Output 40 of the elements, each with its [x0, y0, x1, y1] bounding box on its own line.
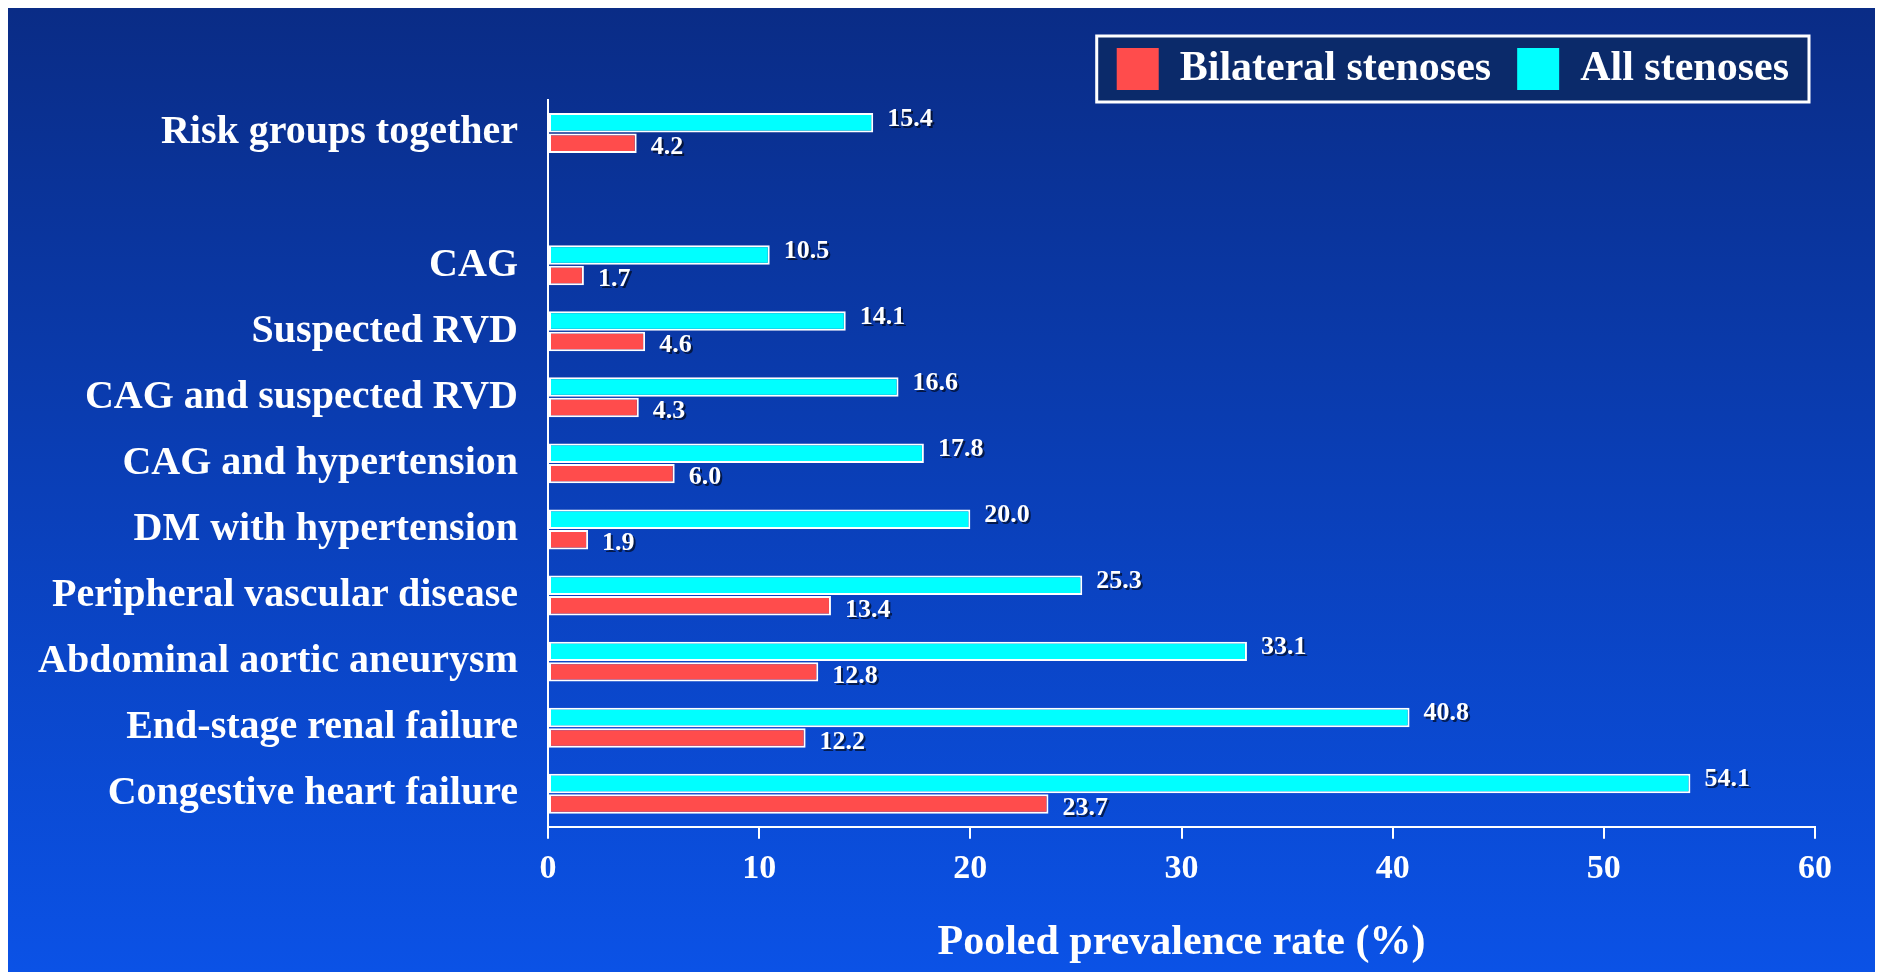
data-label: 40.8: [1423, 697, 1470, 727]
data-label: 10.5: [783, 234, 830, 264]
data-label: 15.4: [887, 102, 933, 132]
y-tick-label: Suspected RVD: [251, 305, 518, 351]
x-tick-label: 50: [1586, 847, 1621, 885]
data-label: 4.3: [652, 395, 686, 425]
y-tick-label: CAG and hypertension: [122, 437, 518, 483]
legend-label: Bilateral stenoses: [1179, 42, 1492, 89]
data-label: 23.7: [1062, 791, 1108, 821]
x-tick-label: 20: [953, 847, 988, 885]
data-label: 13.4: [844, 593, 891, 623]
y-tick-label: End-stage renal failure: [126, 702, 518, 748]
data-label: 4.6: [659, 329, 692, 359]
x-tick-label: 10: [742, 847, 777, 885]
y-tick-label: Congestive heart failure: [107, 768, 518, 814]
legend-label: All stenoses: [1580, 42, 1790, 89]
data-label: 4.2: [650, 131, 684, 160]
data-label: 6.0: [688, 461, 722, 491]
data-label: 12.2: [819, 725, 866, 755]
data-label: 1.9: [602, 527, 635, 557]
data-label: 16.6: [912, 366, 959, 396]
data-label: 14.1: [859, 300, 906, 330]
data-label: 20.0: [984, 498, 1030, 528]
y-tick-label: CAG and suspected RVD: [84, 371, 518, 417]
y-tick-label: DM with hypertension: [133, 503, 518, 549]
y-tick-label: Risk groups together: [160, 107, 518, 153]
data-label: 1.7: [597, 263, 631, 293]
data-label: 17.8: [937, 432, 984, 462]
y-tick-label: Peripheral vascular disease: [52, 569, 518, 615]
x-tick-label: 30: [1164, 847, 1199, 885]
y-tick-label: CAG: [429, 239, 518, 285]
x-axis-title: Pooled prevalence rate (%): [937, 916, 1426, 964]
data-label: 25.3: [1096, 565, 1142, 595]
x-tick-label: 40: [1375, 847, 1410, 885]
data-label: 54.1: [1704, 763, 1750, 793]
data-label: 33.1: [1260, 631, 1307, 661]
data-label: 12.8: [832, 659, 878, 689]
x-tick-label: 0: [539, 847, 557, 885]
y-tick-label: Abdominal aortic aneurysm: [38, 635, 518, 681]
x-tick-label: 60: [1798, 847, 1832, 885]
